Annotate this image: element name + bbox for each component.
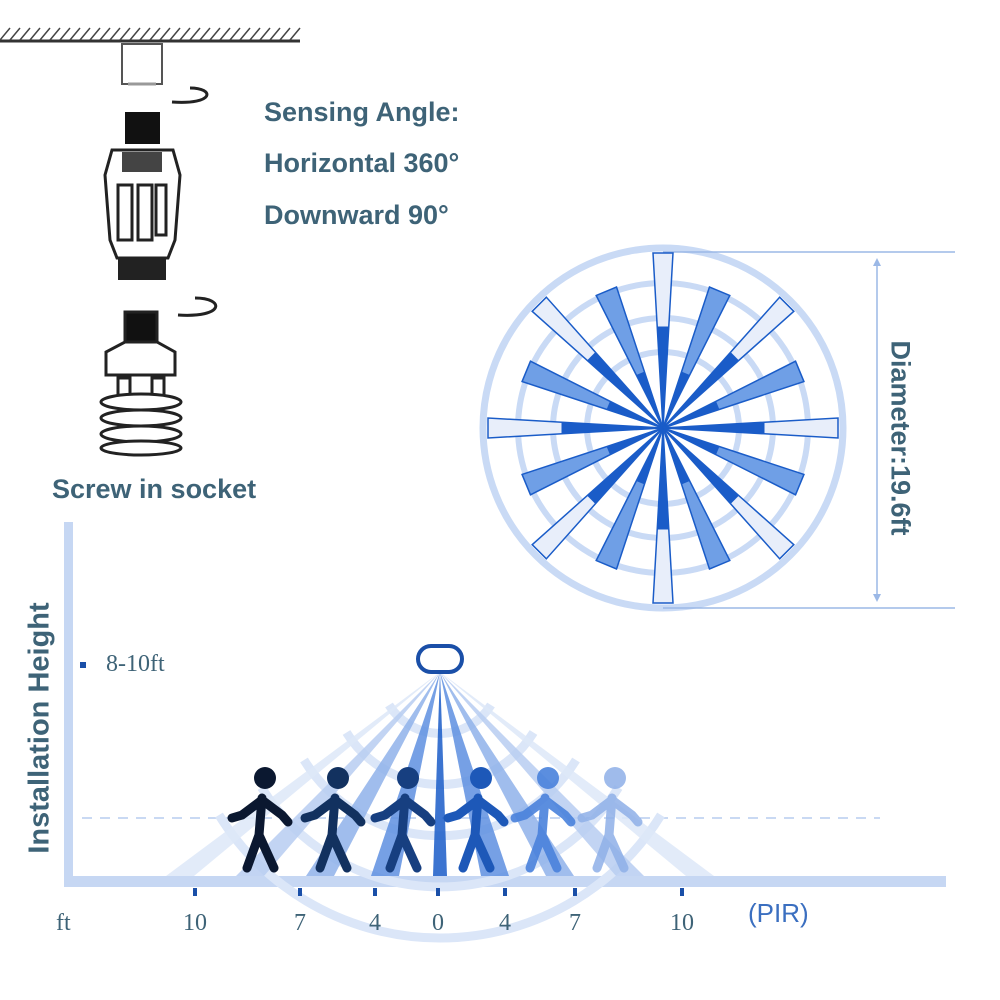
detection-beam xyxy=(433,672,447,876)
distance-tick xyxy=(436,888,440,896)
detection-beam xyxy=(166,672,440,876)
detection-ray xyxy=(531,296,664,429)
horizontal-angle: Horizontal 360° xyxy=(264,148,460,178)
cfl-bulb-icon xyxy=(99,310,183,457)
detection-ray xyxy=(662,427,795,560)
detection-ray xyxy=(521,427,664,496)
distance-axis xyxy=(64,876,946,887)
detection-ray xyxy=(662,296,795,429)
detection-ray xyxy=(652,252,674,429)
sensing-angle-title: Sensing Angle: xyxy=(264,97,460,127)
distance-tick-label: 7 xyxy=(294,910,306,936)
height-axis-label: Installation Height xyxy=(23,602,56,854)
pir-sensor-icon xyxy=(416,644,464,674)
distance-tick-label: 4 xyxy=(499,910,511,936)
rotate-arrow-icon xyxy=(171,86,218,317)
downward-angle: Downward 90° xyxy=(264,200,449,230)
distance-unit: ft xyxy=(56,910,71,936)
distance-tick-label: 10 xyxy=(183,910,207,936)
detection-ray xyxy=(662,286,731,429)
detection-ray xyxy=(652,427,674,604)
person-walking-icon xyxy=(370,767,436,873)
person-walking-icon xyxy=(300,767,366,873)
distance-tick xyxy=(503,888,507,896)
distance-tick-label: 0 xyxy=(432,910,444,936)
person-walking-icon xyxy=(443,767,509,873)
person-walking-icon xyxy=(510,767,576,873)
pir-sensor-adapter-icon xyxy=(103,112,182,280)
distance-tick-label: 10 xyxy=(670,910,694,936)
detection-beam xyxy=(306,672,440,876)
distance-tick-label: 7 xyxy=(569,910,581,936)
detection-ray xyxy=(521,360,664,429)
detection-ray xyxy=(662,360,805,429)
distance-tick xyxy=(680,888,684,896)
height-axis xyxy=(64,522,73,887)
person-walking-icon xyxy=(227,767,293,873)
distance-tick xyxy=(193,888,197,896)
detection-ray xyxy=(662,427,805,496)
height-tick xyxy=(80,662,86,668)
detection-ray xyxy=(662,427,731,570)
detection-ray xyxy=(595,427,664,570)
distance-tick xyxy=(373,888,377,896)
detection-beam xyxy=(440,672,714,876)
install-caption: Screw in socket xyxy=(52,474,257,504)
detection-ray xyxy=(595,286,664,429)
height-mark: 8-10ft xyxy=(106,651,165,677)
person-walking-icon xyxy=(577,767,643,873)
distance-tick xyxy=(298,888,302,896)
pir-label: (PIR) xyxy=(748,898,809,928)
ceiling-socket-icon xyxy=(0,27,301,86)
installation-illustration xyxy=(0,27,301,457)
distance-tick xyxy=(573,888,577,896)
detection-ray xyxy=(662,417,839,439)
detection-ray xyxy=(487,417,664,439)
detection-ray xyxy=(531,427,664,560)
detection-arc xyxy=(215,812,665,943)
distance-tick-label: 4 xyxy=(369,910,381,936)
detection-arc xyxy=(257,785,623,892)
